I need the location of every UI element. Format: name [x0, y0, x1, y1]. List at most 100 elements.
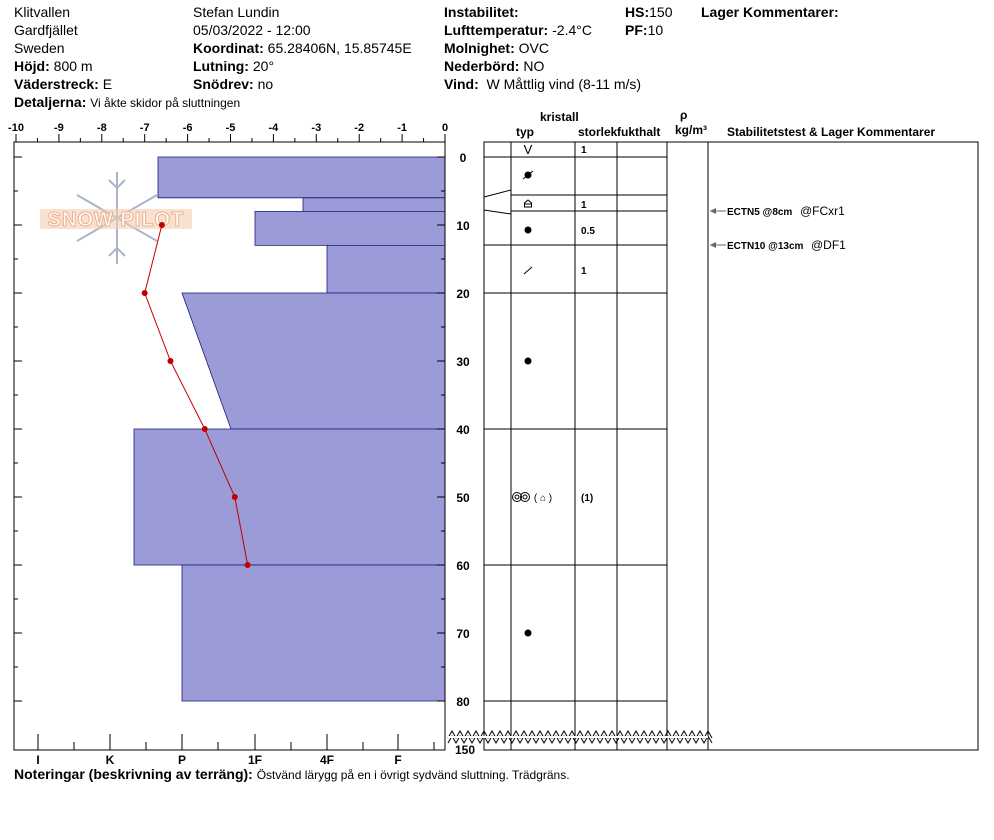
- datetime: 05/03/2022 - 12:00: [193, 22, 311, 38]
- hardness-layer-bar: [181, 292, 446, 430]
- table-frame: [483, 141, 979, 751]
- temp-tick-label: -5: [226, 122, 236, 134]
- arrow-head-icon: [710, 242, 716, 248]
- hardness-tick-label: 4F: [320, 753, 334, 767]
- temperature-line: [144, 224, 249, 566]
- density-unit: kg/m³: [675, 123, 708, 137]
- hardness-layer-bar: [133, 428, 446, 566]
- hardness-tick-label: I: [36, 753, 39, 767]
- hs: HS:150: [625, 4, 673, 20]
- chart-frame: [13, 141, 446, 751]
- instability-label: Instabilitet:: [444, 4, 519, 20]
- melt-form-inner: [514, 494, 520, 500]
- precip-particle-icon: [523, 266, 533, 275]
- country: Sweden: [14, 40, 65, 56]
- temperature-point: [158, 222, 165, 228]
- cloud: Molnighet: OVC: [444, 40, 549, 56]
- hardness-tick-label: F: [394, 753, 401, 767]
- depth-tick-label: 10: [456, 219, 470, 233]
- depth-tick-label: 70: [456, 627, 470, 641]
- temp-tick-label: -1: [397, 122, 407, 134]
- temperature-point: [244, 562, 251, 568]
- connector: [483, 189, 512, 198]
- surface-hoar-icon: V: [524, 142, 533, 157]
- depth-tick-label: 80: [456, 695, 470, 709]
- elevation: Höjd: 800 m: [14, 58, 93, 74]
- depth-tick-label: 0: [460, 151, 467, 165]
- stability-test: ECTN5 @8cm: [727, 207, 792, 218]
- temperature-point: [141, 290, 148, 296]
- faceted-bracket-icon: ( ⌂ ): [534, 493, 552, 504]
- hardness-tick-label: 1F: [248, 753, 262, 767]
- depth-tick-label: 50: [456, 491, 470, 505]
- temperature-point: [231, 494, 238, 500]
- hardness-layer-bar: [302, 197, 446, 212]
- rho-header: ρ: [680, 108, 688, 122]
- melt-form-icon: [512, 492, 522, 502]
- axis-break-zigzag: [447, 729, 713, 740]
- aspect: Väderstreck: E: [14, 76, 113, 92]
- slope: Lutning: 20°: [193, 58, 275, 74]
- faceted-icon: [524, 199, 532, 208]
- hardness-layer-bar: [326, 244, 446, 294]
- rounded-grain-icon: [524, 357, 532, 365]
- storlek-header: storlek: [578, 125, 618, 139]
- depth-tick-label: 40: [456, 423, 470, 437]
- depth-tick-label: 30: [456, 355, 470, 369]
- temp-tick-label: -7: [140, 122, 150, 134]
- temp-tick-label: -4: [269, 122, 280, 134]
- depth-tick-label: 20: [456, 287, 470, 301]
- notes: Noteringar (beskrivning av terräng): Öst…: [14, 766, 570, 782]
- coordinates: Koordinat: 65.28406N, 15.85745E: [193, 40, 412, 56]
- drift: Snödrev: no: [193, 76, 274, 92]
- layer-comments-label: Lager Kommentarer:: [701, 4, 839, 20]
- crystal-size: 0.5: [581, 226, 595, 237]
- hardness-tick-label: K: [106, 753, 115, 767]
- hardness-layer-bar: [157, 156, 446, 199]
- axis-break-gap: [448, 736, 708, 738]
- observer: Stefan Lundin: [193, 4, 280, 20]
- temp-tick-label: -6: [183, 122, 193, 134]
- area: Gardfjället: [14, 22, 78, 38]
- crystal-size: 1: [581, 200, 587, 211]
- temperature-point: [201, 426, 208, 432]
- crystal-size: (1): [581, 493, 593, 504]
- precipitation: Nederbörd: NO: [444, 58, 545, 74]
- kristall-header: kristall: [540, 110, 579, 124]
- location: Klitvallen: [14, 4, 71, 20]
- melt-form-icon: [520, 492, 530, 502]
- connector: [483, 209, 512, 215]
- depth-break-label: 150: [455, 743, 475, 757]
- rounded-grain-icon: [524, 629, 532, 637]
- pf: PF:10: [625, 22, 664, 38]
- melt-form-inner: [522, 494, 528, 500]
- stability-note: @FCxr1: [800, 204, 845, 218]
- temperature-point: [167, 358, 174, 364]
- temp-tick-label: -8: [97, 122, 107, 134]
- snowpilot-logo: SNOW PILOT: [40, 172, 192, 264]
- crystal-size: 1: [581, 145, 587, 156]
- comments-header: Stabilitetstest & Lager Kommentarer: [727, 125, 936, 139]
- crystal-size: 1: [581, 266, 587, 277]
- arrow-head-icon: [710, 208, 716, 214]
- temp-tick-label: 0: [442, 122, 448, 134]
- stability-note: @DF1: [811, 238, 846, 252]
- temp-tick-label: -3: [311, 122, 321, 134]
- wind: Vind: W Måttlig vind (8-11 m/s): [444, 76, 642, 92]
- air-temp: Lufttemperatur: -2.4°C: [444, 22, 592, 38]
- details: Detaljerna: Vi åkte skidor på sluttninge…: [14, 94, 241, 110]
- temp-tick-label: -2: [354, 122, 364, 134]
- stability-test: ECTN10 @13cm: [727, 241, 804, 252]
- temp-tick-label: -9: [54, 122, 64, 134]
- decomposing-icon-slash: [522, 170, 534, 180]
- typ-header: typ: [516, 125, 534, 139]
- hardness-layer-bar: [254, 210, 446, 246]
- temp-tick-label: -10: [8, 122, 24, 134]
- hardness-tick-label: P: [178, 753, 186, 767]
- fukthalt-header: fukthalt: [617, 125, 661, 139]
- svg-text:SNOW PILOT: SNOW PILOT: [48, 209, 185, 231]
- rounded-grain-icon: [524, 226, 532, 234]
- depth-tick-label: 60: [456, 559, 470, 573]
- hardness-layer-bar: [181, 564, 446, 702]
